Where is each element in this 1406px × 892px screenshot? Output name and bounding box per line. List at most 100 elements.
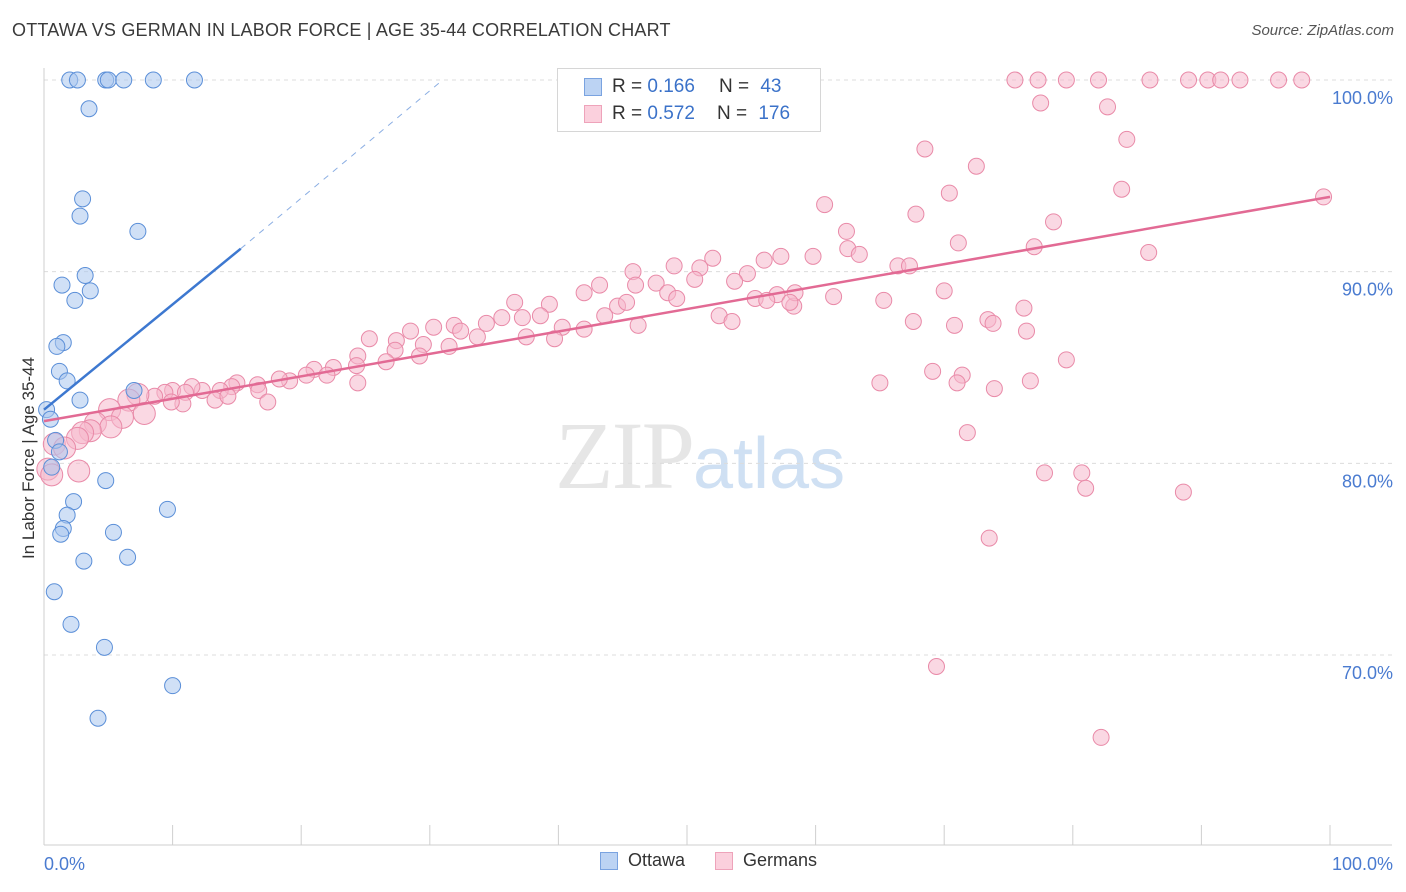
germans-point xyxy=(875,291,893,309)
germans-point xyxy=(940,184,958,202)
germans-point xyxy=(665,257,683,275)
germans-point xyxy=(816,196,834,214)
germans-point xyxy=(1021,372,1039,390)
germans-point xyxy=(1029,71,1047,89)
ottawa-point xyxy=(48,337,66,355)
ottawa-point xyxy=(58,372,76,390)
watermark: ZIPatlas xyxy=(555,400,845,511)
germans-point xyxy=(259,393,277,411)
germans-legend-label: Germans xyxy=(743,850,818,870)
germans-point xyxy=(67,459,91,483)
germans-point xyxy=(618,293,636,311)
ottawa-point xyxy=(164,677,182,695)
germans-point xyxy=(1113,180,1131,198)
germans-point xyxy=(916,140,934,158)
watermark-atlas: atlas xyxy=(693,424,846,504)
germans-point xyxy=(349,374,367,392)
legend-item-germans[interactable]: Germans xyxy=(715,850,817,871)
ottawa-legend-swatch xyxy=(600,851,618,870)
germans-point xyxy=(1057,351,1075,369)
germans-point xyxy=(162,393,180,411)
ottawa-point xyxy=(95,638,113,656)
germans-point xyxy=(924,362,942,380)
ottawa-point xyxy=(158,500,176,518)
germans-point xyxy=(452,322,470,340)
germans-point xyxy=(1032,94,1050,112)
x-tick-label: 100.0% xyxy=(1332,854,1393,874)
germans-point xyxy=(704,249,722,267)
germans-r-value: 0.572 xyxy=(647,103,695,124)
germans-point xyxy=(1180,71,1198,89)
germans-point xyxy=(1118,130,1136,148)
ottawa-r-value: 0.166 xyxy=(647,76,695,97)
y-tick-label: 80.0% xyxy=(1342,471,1393,491)
ottawa-point xyxy=(144,71,162,89)
germans-point xyxy=(755,251,773,269)
germans-point xyxy=(493,309,511,327)
ottawa-point xyxy=(53,276,71,294)
chart-title: OTTAWA VS GERMAN IN LABOR FORCE | AGE 35… xyxy=(12,20,671,40)
germans-point xyxy=(318,366,336,384)
germans-point xyxy=(99,415,123,439)
germans-point xyxy=(531,307,549,325)
germans-point xyxy=(425,318,443,336)
germans-r-label: R = xyxy=(612,103,643,124)
x-tick-label: 0.0% xyxy=(44,854,85,874)
legend-row-ottawa: R = 0.166 N = 43 xyxy=(584,74,781,100)
germans-point xyxy=(949,234,967,252)
ottawa-point xyxy=(129,222,147,240)
ottawa-swatch xyxy=(584,78,602,96)
ottawa-point xyxy=(50,443,68,461)
germans-point xyxy=(506,293,524,311)
germans-point xyxy=(1212,71,1230,89)
ottawa-point xyxy=(119,548,137,566)
germans-point xyxy=(591,276,609,294)
germans-point xyxy=(1073,464,1091,482)
ottawa-trend-extension xyxy=(240,79,443,250)
germans-point xyxy=(945,316,963,334)
germans-point xyxy=(723,313,741,330)
germans-point xyxy=(540,295,558,313)
germans-point xyxy=(402,322,420,340)
germans-point xyxy=(1090,71,1108,89)
ottawa-r-label: R = xyxy=(612,76,643,97)
ottawa-point xyxy=(74,190,92,208)
germans-point xyxy=(772,247,790,265)
ottawa-n-label: N = xyxy=(718,76,750,97)
germans-point xyxy=(1174,483,1192,501)
y-tick-label: 90.0% xyxy=(1342,280,1393,300)
germans-point xyxy=(980,529,998,547)
y-tick-label: 70.0% xyxy=(1342,663,1393,683)
germans-point xyxy=(804,247,822,265)
germans-point xyxy=(513,309,531,327)
axis-labels: 70.0% 80.0% 90.0% 100.0% 0.0% 100.0% In Labor … xyxy=(19,88,1393,874)
series-legend: Ottawa Germans xyxy=(600,850,847,871)
germans-point xyxy=(781,293,799,311)
germans-point xyxy=(738,265,756,283)
germans-swatch xyxy=(584,105,602,123)
germans-point xyxy=(1099,98,1117,116)
legend-item-ottawa[interactable]: Ottawa xyxy=(600,850,685,871)
germans-point xyxy=(1293,71,1311,89)
germans-point xyxy=(468,328,486,346)
ottawa-point xyxy=(97,472,115,490)
germans-point xyxy=(850,245,868,263)
germans-point xyxy=(1270,71,1288,89)
watermark-zip: ZIP xyxy=(555,402,695,509)
germans-point xyxy=(1045,213,1063,231)
germans-point xyxy=(967,157,985,175)
germans-point xyxy=(726,272,744,290)
ottawa-point xyxy=(76,267,94,284)
germans-n-label: N = xyxy=(716,103,748,124)
germans-point xyxy=(825,288,843,306)
ottawa-point xyxy=(62,615,80,633)
germans-point xyxy=(1057,71,1075,89)
germans-point xyxy=(958,424,976,442)
germans-point xyxy=(686,270,704,288)
germans-n-value: 176 xyxy=(758,103,791,124)
germans-trend-line xyxy=(43,195,1331,423)
germans-point xyxy=(1036,464,1054,482)
germans-point xyxy=(1077,479,1095,497)
ottawa-trend-line xyxy=(43,247,242,411)
